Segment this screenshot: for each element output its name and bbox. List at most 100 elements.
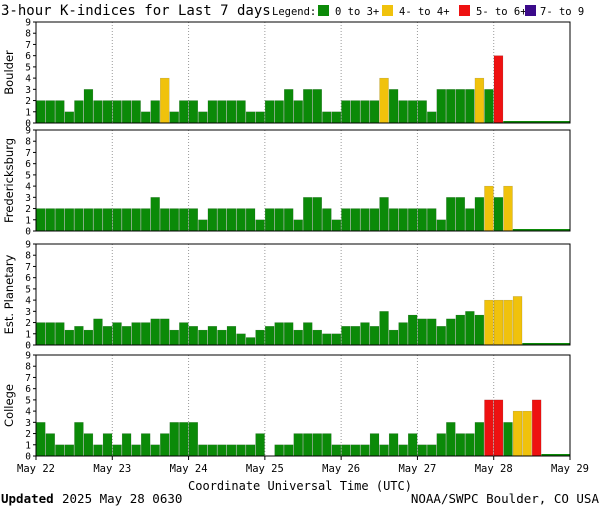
k-bar (55, 208, 65, 232)
k-bar (417, 444, 427, 457)
k-bar (160, 433, 170, 457)
k-bar (465, 311, 475, 346)
panel-frame (35, 243, 571, 346)
chart-title: 3-hour K-indices for Last 7 days (1, 3, 271, 19)
k-bar (350, 326, 361, 346)
k-bar (341, 100, 351, 124)
k-bar (36, 322, 46, 346)
k-bar (121, 100, 132, 124)
y-tick-label: 4 (25, 296, 31, 307)
k-bar (503, 185, 513, 232)
k-bar (388, 433, 399, 457)
y-tick-label: 0 (25, 119, 31, 130)
k-bar (369, 100, 380, 124)
k-bar (284, 208, 294, 232)
k-bar (388, 89, 399, 124)
k-bar (83, 433, 94, 457)
no-data-baseline (522, 343, 570, 345)
k-bar (493, 399, 504, 457)
k-bar (179, 100, 189, 124)
k-bar (36, 208, 46, 232)
k-bar (446, 89, 456, 124)
k-bar (312, 329, 322, 346)
x-tick-label: May 23 (93, 463, 131, 475)
k-bar (226, 326, 237, 346)
k-bar (140, 111, 151, 124)
k-bar (140, 433, 151, 457)
k-bar (207, 326, 218, 346)
k-bar (379, 311, 389, 346)
k-bar (493, 55, 504, 124)
no-data-baseline (503, 121, 570, 123)
k-bar (312, 433, 322, 457)
k-bar (493, 299, 504, 346)
k-bar (341, 444, 351, 457)
k-bar (131, 100, 141, 124)
k-bar (102, 208, 113, 232)
k-bar (427, 318, 437, 346)
k-bar (74, 208, 84, 232)
k-bar (446, 197, 456, 232)
k-bar (55, 444, 65, 457)
k-bar (188, 100, 199, 124)
k-bar (55, 322, 65, 346)
k-bar (64, 444, 75, 457)
y-tick-label: 5 (25, 284, 31, 295)
k-bar (274, 208, 284, 232)
k-bar (398, 208, 408, 232)
k-bar (217, 100, 227, 124)
k-bar (179, 208, 189, 232)
k-bar (236, 208, 246, 232)
k-bar (226, 208, 237, 232)
k-bar (407, 208, 418, 232)
k-bar (45, 322, 55, 346)
k-bar (379, 77, 389, 124)
k-bar (493, 197, 504, 232)
k-bar (102, 433, 113, 457)
k-bar (236, 444, 246, 457)
k-bar (93, 318, 103, 346)
k-bar (131, 208, 141, 232)
k-bar (93, 444, 103, 457)
k-bar (379, 444, 389, 457)
k-bar (303, 89, 313, 124)
k-bar (331, 111, 342, 124)
k-bar (179, 422, 189, 457)
y-tick-label: 8 (25, 29, 31, 40)
k-bar (121, 326, 132, 346)
panel-frame (35, 354, 571, 457)
y-tick-label: 2 (25, 429, 31, 440)
y-tick-label: 7 (25, 148, 31, 159)
k-bar (150, 318, 160, 346)
y-tick-label: 4 (25, 74, 31, 85)
k-bar (169, 422, 179, 457)
k-bar (331, 444, 342, 457)
y-tick-label: 2 (25, 96, 31, 107)
k-bar (64, 111, 75, 124)
k-bar (417, 208, 427, 232)
no-data-baseline (512, 229, 570, 231)
k-bar (112, 322, 122, 346)
k-bar (341, 326, 351, 346)
k-bar (74, 326, 84, 346)
k-bar (446, 422, 456, 457)
y-tick-label: 3 (25, 85, 31, 96)
k-bar (293, 219, 303, 232)
k-bar (407, 314, 418, 346)
x-tick-label: May 24 (170, 463, 208, 475)
k-bar (293, 100, 303, 124)
k-bar (303, 197, 313, 232)
k-bar (360, 322, 370, 346)
k-bar (360, 444, 370, 457)
source-credit: NOAA/SWPC Boulder, CO USA (411, 491, 600, 506)
y-tick-label: 5 (25, 170, 31, 181)
k-bar (303, 433, 313, 457)
k-bar (245, 111, 256, 124)
legend-swatch-0-3 (318, 5, 329, 16)
k-bar (455, 314, 466, 346)
k-bar (417, 318, 427, 346)
y-tick-label: 1 (25, 329, 31, 340)
y-tick-label: 9 (25, 126, 31, 137)
legend-label: Legend: (272, 6, 316, 18)
